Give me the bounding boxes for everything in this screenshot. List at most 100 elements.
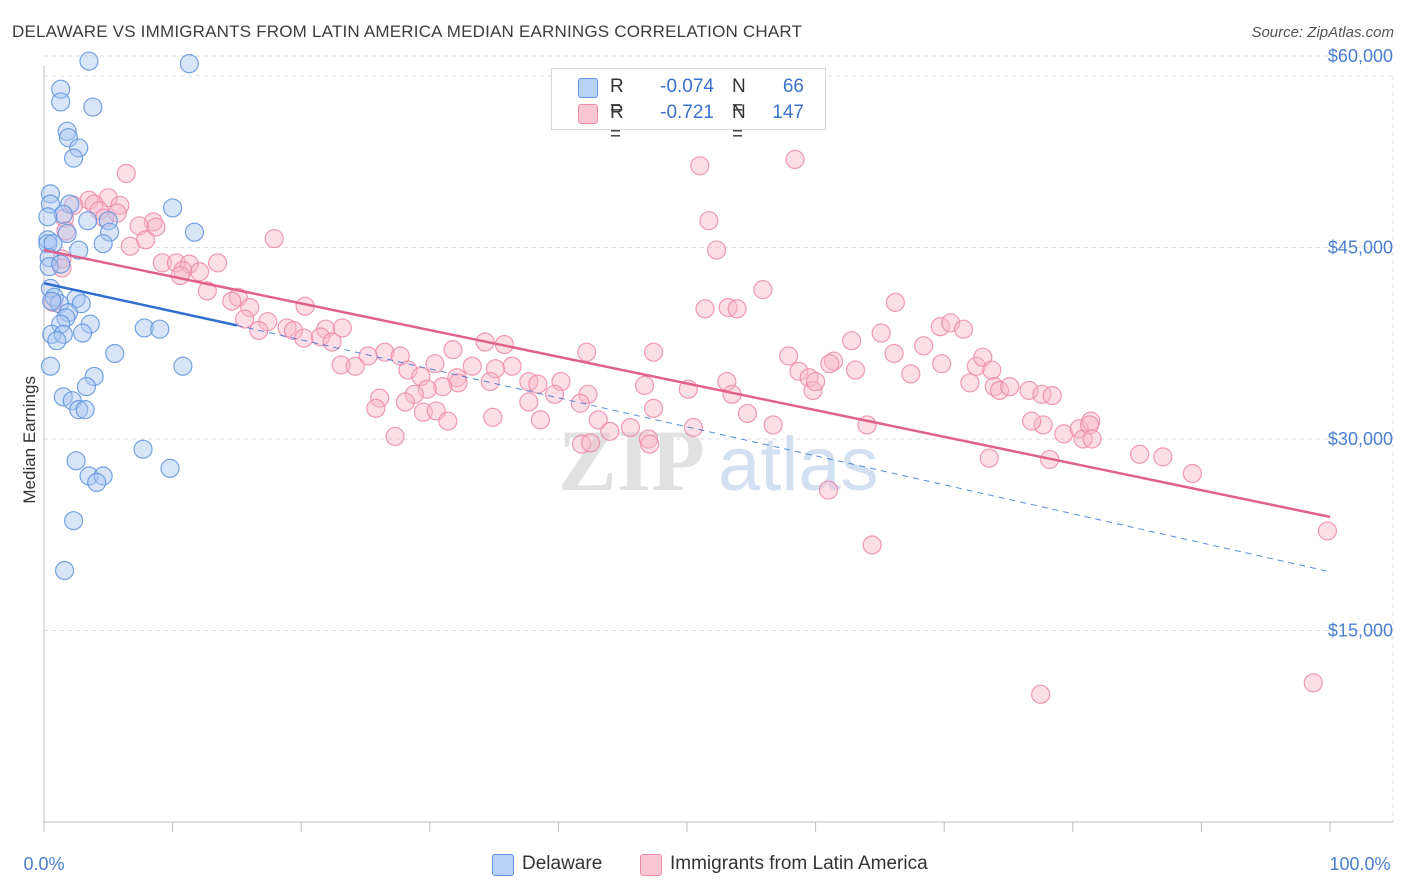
delaware-point — [179, 54, 199, 74]
delaware-point — [58, 303, 79, 323]
latin-point — [763, 415, 783, 435]
latin-point — [930, 317, 950, 337]
latin-point — [699, 211, 719, 231]
latin-point — [366, 398, 386, 418]
latin-point — [1303, 673, 1323, 693]
latin-point — [197, 281, 217, 301]
latin-point — [544, 384, 565, 404]
latin-point — [600, 421, 620, 441]
latin-point — [331, 355, 351, 375]
latin-point — [1000, 377, 1020, 397]
delaware-point — [84, 366, 104, 387]
legend-n-label: N = — [732, 102, 746, 145]
latin-point — [577, 342, 597, 362]
latin-point — [322, 332, 342, 352]
latin-point — [370, 388, 390, 408]
latin-point — [982, 360, 1002, 380]
delaware-point — [51, 92, 71, 112]
latin-point — [1182, 463, 1202, 484]
latin-point — [208, 253, 228, 273]
y-tick-label: $15,000 — [1328, 621, 1393, 641]
latin-point — [778, 346, 799, 366]
delaware-point — [51, 254, 71, 274]
latin-point — [502, 356, 522, 376]
latin-point — [1082, 429, 1102, 449]
legend-r-label: R = — [610, 76, 624, 119]
latin-point — [1019, 380, 1039, 401]
latin-point — [332, 318, 352, 338]
delaware-point — [75, 400, 95, 420]
latin-point — [842, 331, 862, 351]
watermark-zip: ZIP — [558, 413, 705, 510]
latin-point — [580, 433, 601, 453]
latin-point — [805, 371, 826, 392]
latin-point — [1022, 411, 1042, 431]
latin-point — [530, 410, 550, 430]
latin-point — [932, 354, 952, 374]
latin-point — [483, 407, 503, 427]
delaware-point — [63, 148, 84, 168]
x-tick-label-min: 0.0% — [23, 854, 64, 874]
delaware-point — [38, 234, 58, 254]
latin-point — [170, 265, 190, 286]
latin-point — [1130, 444, 1150, 464]
latin-point — [989, 380, 1010, 401]
latin-point — [462, 356, 482, 376]
delaware-point — [54, 560, 75, 581]
latin-point — [820, 354, 840, 374]
delaware-point — [163, 198, 183, 218]
delaware-point — [134, 318, 154, 338]
latin-point — [448, 373, 468, 393]
latin-point — [425, 354, 445, 374]
y-tick-label: $45,000 — [1328, 238, 1393, 258]
legend-n-value: 147 — [772, 102, 804, 123]
latin-point — [443, 340, 463, 360]
chart-title: DELAWARE VS IMMIGRANTS FROM LATIN AMERIC… — [12, 22, 803, 41]
latin-point — [634, 375, 655, 395]
delaware-point — [42, 291, 62, 311]
latin-point — [727, 299, 747, 319]
axes — [43, 66, 1393, 832]
series-legend: Delaware Immigrants from Latin America — [0, 852, 1406, 878]
delaware-point — [42, 324, 62, 344]
delaware-point — [133, 439, 153, 459]
delaware-point — [78, 211, 98, 231]
legend-swatch-latin — [640, 854, 662, 876]
latin-trend-line — [43, 248, 1331, 519]
latin-point — [1032, 384, 1052, 404]
delaware-point — [184, 222, 205, 242]
latin-point — [310, 327, 331, 347]
latin-point — [1031, 684, 1051, 704]
latin-point — [984, 377, 1004, 397]
legend-swatch-delaware — [492, 854, 514, 876]
latin-point — [283, 320, 304, 341]
latin-point — [885, 292, 905, 312]
delaware-point — [39, 257, 59, 277]
delaware-point — [57, 121, 77, 141]
delaware-point — [160, 458, 180, 478]
delaware-point — [87, 472, 107, 493]
delaware-point — [99, 222, 120, 242]
delaware-point — [72, 323, 93, 343]
latin-point — [862, 535, 882, 555]
delaware-point — [40, 184, 61, 204]
latin-point — [143, 212, 163, 232]
legend-n-label: N = — [732, 76, 746, 119]
latin-point — [433, 377, 453, 397]
delaware-point — [53, 204, 73, 224]
latin-point — [84, 194, 104, 214]
delaware-point — [40, 356, 61, 376]
latin-point — [395, 392, 415, 412]
delaware-point — [79, 51, 99, 71]
latin-point — [480, 371, 500, 392]
latin-point — [146, 217, 166, 237]
delaware-point — [69, 400, 89, 420]
y-axis-label: Median Earnings — [20, 376, 39, 504]
latin-point — [789, 361, 809, 381]
latin-point — [345, 356, 365, 376]
source-credit: Source: ZipAtlas.com — [1251, 24, 1394, 41]
legend-swatch-latin — [578, 104, 598, 124]
latin-point — [1079, 415, 1100, 435]
latin-point — [901, 364, 921, 384]
